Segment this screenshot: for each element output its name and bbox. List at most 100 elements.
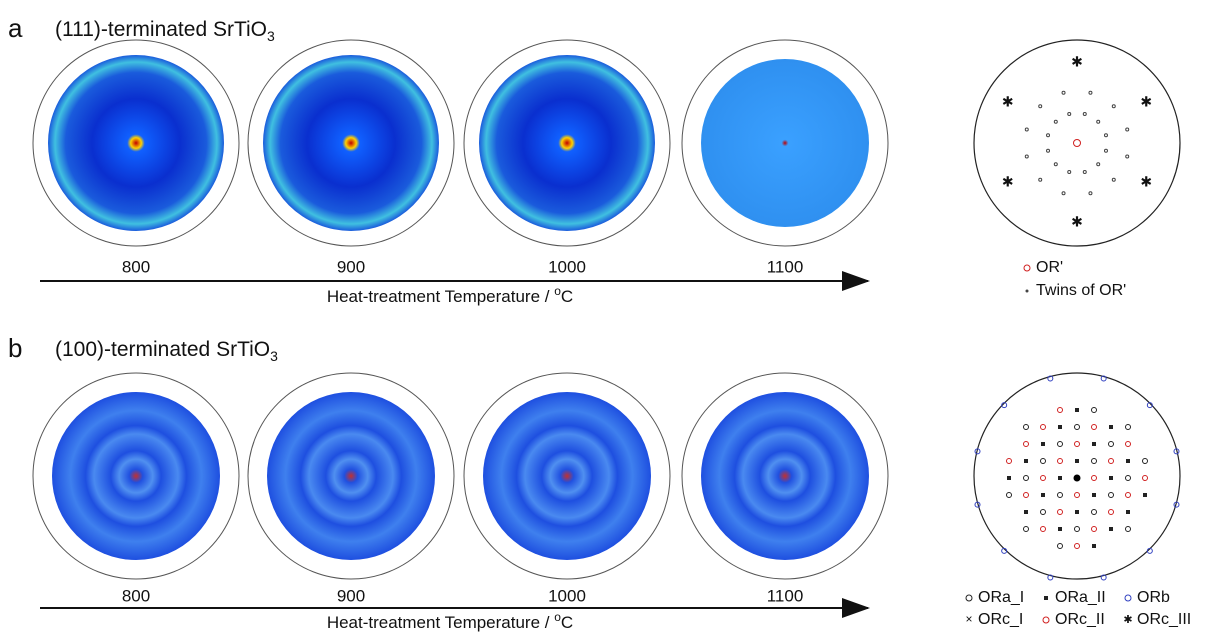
spot [1058, 544, 1063, 549]
pole-figure [701, 392, 869, 560]
title-subscript: 3 [270, 348, 278, 364]
pole-figure [267, 392, 435, 560]
spot [1112, 105, 1115, 108]
spot [1112, 178, 1115, 181]
spot [1041, 527, 1046, 532]
spot [1075, 510, 1079, 514]
spot [1068, 170, 1071, 173]
spot [1097, 120, 1100, 123]
spot [1041, 459, 1046, 464]
spot: ✱ [1071, 54, 1083, 70]
spot [1041, 476, 1046, 481]
legend-label: ORb [1137, 589, 1170, 606]
legend-label: ORc_II [1055, 611, 1105, 628]
spot [1024, 476, 1029, 481]
spot [1058, 425, 1062, 429]
spot [1109, 442, 1114, 447]
spot [1058, 510, 1063, 515]
spot [1039, 105, 1042, 108]
axis-label-text: Heat-treatment Temperature / [327, 613, 554, 632]
spot [1092, 459, 1097, 464]
spot [1025, 128, 1028, 131]
spot [1041, 442, 1045, 446]
legend-symbol [1043, 617, 1049, 623]
figure: a(111)-terminated SrTiO380090010001100He… [0, 0, 1213, 636]
pole-figure [483, 392, 651, 560]
spot: ✱ [1071, 214, 1083, 230]
axis-label: Heat-treatment Temperature / oC [327, 284, 573, 306]
axis-label-unit: C [561, 287, 573, 306]
spot [1143, 493, 1147, 497]
legend-label: ORc_III [1137, 611, 1191, 628]
spot [1054, 120, 1057, 123]
spot [1058, 442, 1063, 447]
spot [1007, 459, 1012, 464]
spot [1126, 510, 1130, 514]
legend-symbol [1026, 290, 1029, 293]
spot [1075, 527, 1080, 532]
temperature-label: 800 [122, 586, 150, 605]
temperature-label: 1100 [767, 586, 804, 605]
spot [1109, 425, 1113, 429]
pole-figure [701, 59, 869, 227]
legend-symbol: ✱ [1123, 614, 1132, 626]
spot [1126, 425, 1131, 430]
spot [1058, 459, 1063, 464]
spot [1075, 425, 1080, 430]
spot [1007, 476, 1011, 480]
spot [1075, 493, 1080, 498]
spot [1092, 544, 1096, 548]
spot [1024, 459, 1028, 463]
spot [1024, 425, 1029, 430]
spot [1126, 476, 1131, 481]
spot [1058, 408, 1063, 413]
panel-title: (100)-terminated SrTiO3 [55, 338, 278, 364]
spot [1083, 170, 1086, 173]
spot: ✱ [1140, 174, 1152, 190]
spot [1075, 459, 1079, 463]
spot [1075, 408, 1079, 412]
pole-figure [263, 55, 439, 231]
temperature-label: 1000 [548, 257, 586, 276]
spot [1062, 192, 1065, 195]
spot [1047, 134, 1050, 137]
spot [1109, 527, 1113, 531]
spot [1024, 527, 1029, 532]
spot [1074, 140, 1081, 147]
legend-label: Twins of OR' [1036, 282, 1126, 299]
spot [1126, 493, 1131, 498]
spot: ✱ [1002, 174, 1014, 190]
legend-symbol [1024, 265, 1030, 271]
legend-label: ORa_II [1055, 589, 1106, 606]
spot [1126, 155, 1129, 158]
panel-label: b [8, 333, 22, 363]
spot [1024, 442, 1029, 447]
spot [1126, 128, 1129, 131]
title-text: (100)-terminated SrTiO [55, 338, 270, 361]
spot [1058, 527, 1062, 531]
spot [1092, 493, 1096, 497]
axis-label: Heat-treatment Temperature / oC [327, 610, 573, 632]
spot [1041, 510, 1046, 515]
spot: ✱ [1002, 94, 1014, 110]
temperature-label: 1000 [548, 586, 586, 605]
spot [1089, 192, 1092, 195]
title-subscript: 3 [267, 28, 275, 44]
spot [1068, 113, 1071, 116]
legend-symbol [1125, 595, 1131, 601]
spot [1024, 510, 1028, 514]
spot [1104, 149, 1107, 152]
spot [1126, 527, 1131, 532]
spot [1109, 493, 1114, 498]
axis-label-unit: C [561, 613, 573, 632]
legend-label: ORc_I [978, 611, 1023, 628]
pole-figure [52, 392, 220, 560]
spot [1075, 442, 1080, 447]
spot [1092, 527, 1097, 532]
spot [1092, 476, 1097, 481]
spot [1143, 476, 1148, 481]
spot [1075, 544, 1080, 549]
spot [1058, 493, 1063, 498]
temperature-label: 900 [337, 586, 365, 605]
spot [1104, 134, 1107, 137]
